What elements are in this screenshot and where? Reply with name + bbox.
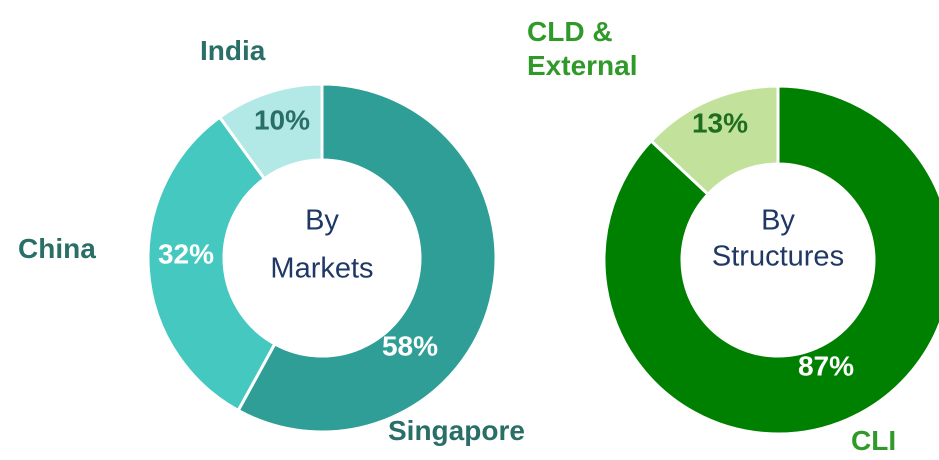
donut-segment (649, 84, 780, 197)
value-label: 87% (798, 350, 854, 381)
donut-segment (146, 115, 277, 413)
donut-segment (236, 82, 498, 434)
center-label: By (761, 205, 795, 237)
center-label: Structures (712, 241, 844, 273)
donut-segment (602, 84, 939, 436)
category-label: CLI (851, 425, 897, 456)
category-label: China (18, 233, 96, 264)
value-label: 10% (254, 104, 310, 135)
donut-segment (217, 82, 324, 181)
category-label: Singapore (388, 415, 525, 446)
category-label: India (200, 35, 266, 66)
category-label: CLD & External (527, 16, 638, 81)
value-label: 13% (692, 107, 748, 138)
value-label: 58% (382, 330, 438, 361)
center-label: Markets (270, 253, 373, 285)
center-label: By (305, 205, 339, 237)
value-label: 32% (158, 238, 214, 269)
